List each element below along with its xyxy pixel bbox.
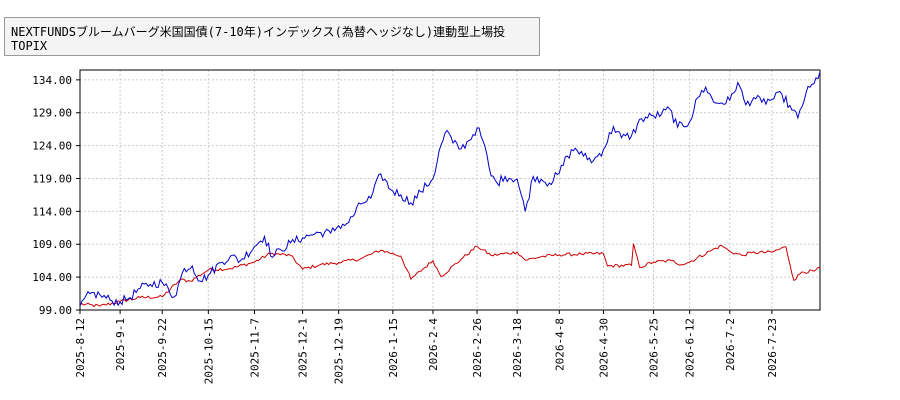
x-tick-label: 2026-7-23	[766, 318, 779, 378]
x-tick-label: 2026-5-25	[648, 318, 661, 378]
series-line-topix	[79, 71, 821, 307]
x-tick-label: 2026-4-8	[553, 318, 566, 371]
x-tick-label: 2026-1-15	[387, 318, 400, 378]
x-tick-label: 2026-2-26	[471, 318, 484, 378]
x-tick-label: 2025-9-1	[114, 318, 127, 371]
x-axis: 2025-8-12 2025-9-1 2025-9-22 2025-10-15 2025…	[74, 310, 779, 384]
y-tick-label: 129.00	[32, 107, 72, 120]
y-tick-label: 119.00	[32, 172, 72, 185]
legend-entry-nextfunds: NEXTFUNDSブルームバーグ米国国債(7-10年)インデックス(為替ヘッジな…	[11, 25, 506, 39]
x-tick-label: 2026-7-2	[724, 318, 737, 371]
x-tick-label: 2026-3-18	[511, 318, 524, 378]
y-axis: 99.00 104.00 109.00 114.00 119.00 124.00 129.0…	[32, 74, 80, 317]
x-tick-label: 2026-4-30	[597, 318, 610, 378]
x-tick-label: 2025-8-12	[74, 318, 87, 378]
x-tick-label: 2025-12-19	[333, 318, 346, 384]
x-tick-label: 2026-6-12	[684, 318, 697, 378]
y-tick-label: 99.00	[39, 304, 72, 317]
series-layer	[79, 71, 821, 308]
y-tick-label: 109.00	[32, 238, 72, 251]
x-tick-label: 2026-2-4	[427, 318, 440, 371]
y-tick-label: 124.00	[32, 140, 72, 153]
y-tick-label: 114.00	[32, 205, 72, 218]
x-tick-label: 2025-11-7	[248, 318, 261, 378]
x-tick-label: 2025-9-22	[156, 318, 169, 378]
grid	[79, 70, 820, 311]
legend: NEXTFUNDSブルームバーグ米国国債(7-10年)インデックス(為替ヘッジな…	[4, 17, 540, 56]
legend-entry-topix: TOPIX	[11, 39, 48, 53]
x-tick-label: 2025-12-1	[297, 318, 310, 378]
y-tick-label: 104.00	[32, 271, 72, 284]
y-tick-label: 134.00	[32, 74, 72, 87]
x-tick-label: 2025-10-15	[202, 318, 215, 384]
plot-frame	[79, 69, 821, 311]
series-line-nextfunds	[79, 243, 821, 308]
